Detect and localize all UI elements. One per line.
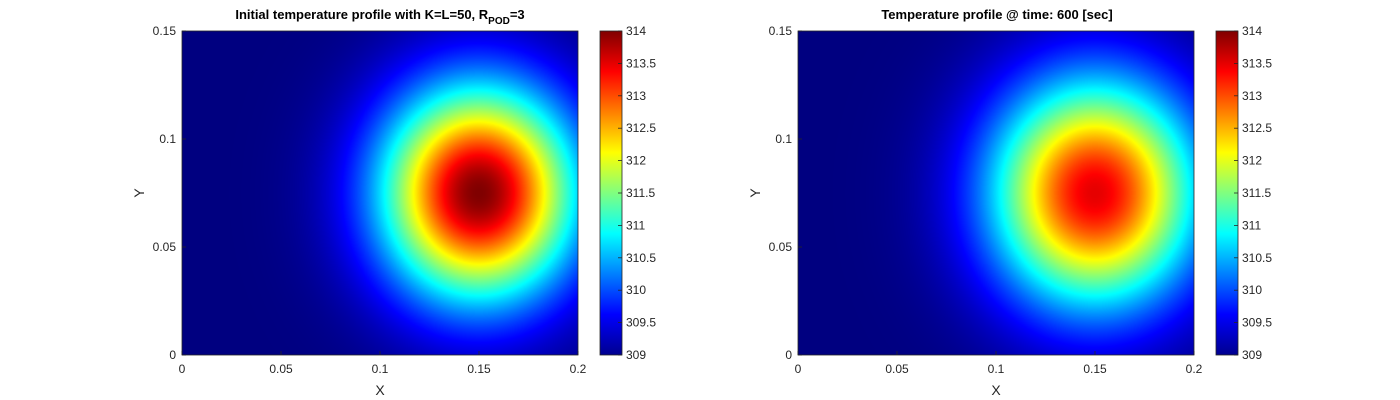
chart-2-colorbar-tick-label: 314 — [1242, 24, 1262, 38]
chart-1-x-axis: 0 0.05 0.1 0.15 0.2 — [179, 351, 587, 376]
chart-2-colorbar-tick-label: 313 — [1242, 89, 1262, 103]
chart-2-y-tick-label: 0.15 — [769, 24, 793, 38]
chart-2-x-tick-label: 0.2 — [1186, 362, 1203, 376]
chart-1-y-tick-label: 0 — [169, 348, 176, 362]
chart-1-colorbar — [600, 31, 622, 355]
chart-2-colorbar-tick-label: 310 — [1242, 283, 1262, 297]
chart-1-y-axis: 0 0.05 0.1 0.15 — [153, 24, 186, 362]
chart-2-colorbar — [1216, 31, 1238, 355]
chart-2-colorbar-tick-label: 309.5 — [1242, 316, 1272, 330]
chart-2-title: Temperature profile @ time: 600 [sec] — [881, 7, 1112, 22]
chart-2-x-tick-label: 0.1 — [988, 362, 1005, 376]
chart-2-colorbar-tick-label: 311.5 — [1242, 186, 1271, 200]
chart-1-colorbar-tick-label: 313 — [626, 89, 646, 103]
chart-1-colorbar-tick-label: 309.5 — [626, 316, 656, 330]
chart-1-colorbar-tick-label: 310 — [626, 283, 646, 297]
chart-2-y-tick-label: 0.05 — [769, 240, 793, 254]
chart-1-x-tick-label: 0.05 — [269, 362, 293, 376]
chart-1-y-tick-label: 0.1 — [159, 132, 176, 146]
chart-2-colorbar-tick-label: 312 — [1242, 154, 1262, 168]
chart-2-colorbar-ticks: 309 309.5 310 310.5 311 311.5 312 312.5 313 313.5… — [1234, 24, 1272, 362]
chart-1-title: Initial temperature profile with K=L=50,… — [235, 7, 524, 27]
chart-1-colorbar-tick-label: 311.5 — [626, 186, 655, 200]
chart-2-x-tick-label: 0 — [795, 362, 802, 376]
chart-1-y-tick-label: 0.05 — [153, 240, 177, 254]
chart-1-plot-area — [181, 30, 579, 356]
chart-1-heatmap — [182, 31, 578, 355]
chart-2-x-tick-label: 0.15 — [1083, 362, 1107, 376]
chart-1-colorbar-tick-label: 312.5 — [626, 121, 656, 135]
chart-1-x-tick-label: 0 — [179, 362, 186, 376]
chart-1-colorbar-tick-label: 311 — [626, 218, 645, 232]
chart-1-colorbar-tick-label: 310.5 — [626, 251, 656, 265]
chart-2-y-axis: 0 0.05 0.1 0.15 — [769, 24, 802, 362]
chart-1-colorbar-tick-label: 309 — [626, 348, 646, 362]
chart-1-y-tick-label: 0.15 — [153, 24, 177, 38]
chart-1-colorbar-ticks: 309 309.5 310 310.5 311 311.5 312 312.5 313 313.5… — [618, 24, 656, 362]
chart-2-x-label: X — [991, 382, 1001, 398]
chart-1: Initial temperature profile with K=L=50,… — [131, 7, 656, 398]
chart-1-x-label: X — [375, 382, 385, 398]
chart-2-colorbar-tick-label: 313.5 — [1242, 56, 1272, 70]
chart-2-y-tick-label: 0 — [785, 348, 792, 362]
chart-1-y-label: Y — [131, 188, 147, 198]
chart-2-plot-area — [797, 30, 1195, 356]
chart-2-heatmap — [798, 31, 1194, 355]
chart-2-colorbar-tick-label: 312.5 — [1242, 121, 1272, 135]
chart-2-colorbar-tick-label: 310.5 — [1242, 251, 1272, 265]
chart-2-x-tick-label: 0.05 — [885, 362, 909, 376]
chart-1-x-tick-label: 0.1 — [372, 362, 389, 376]
chart-2-colorbar-tick-label: 309 — [1242, 348, 1262, 362]
chart-1-colorbar-tick-label: 312 — [626, 154, 646, 168]
chart-2-x-axis: 0 0.05 0.1 0.15 0.2 — [795, 351, 1203, 376]
chart-1-x-tick-label: 0.15 — [467, 362, 491, 376]
chart-1-colorbar-tick-label: 314 — [626, 24, 646, 38]
chart-2-colorbar-tick-label: 311 — [1242, 218, 1261, 232]
chart-1-x-tick-label: 0.2 — [570, 362, 587, 376]
chart-1-colorbar-tick-label: 313.5 — [626, 56, 656, 70]
chart-2-y-tick-label: 0.1 — [775, 132, 792, 146]
chart-2-y-label: Y — [747, 188, 763, 198]
